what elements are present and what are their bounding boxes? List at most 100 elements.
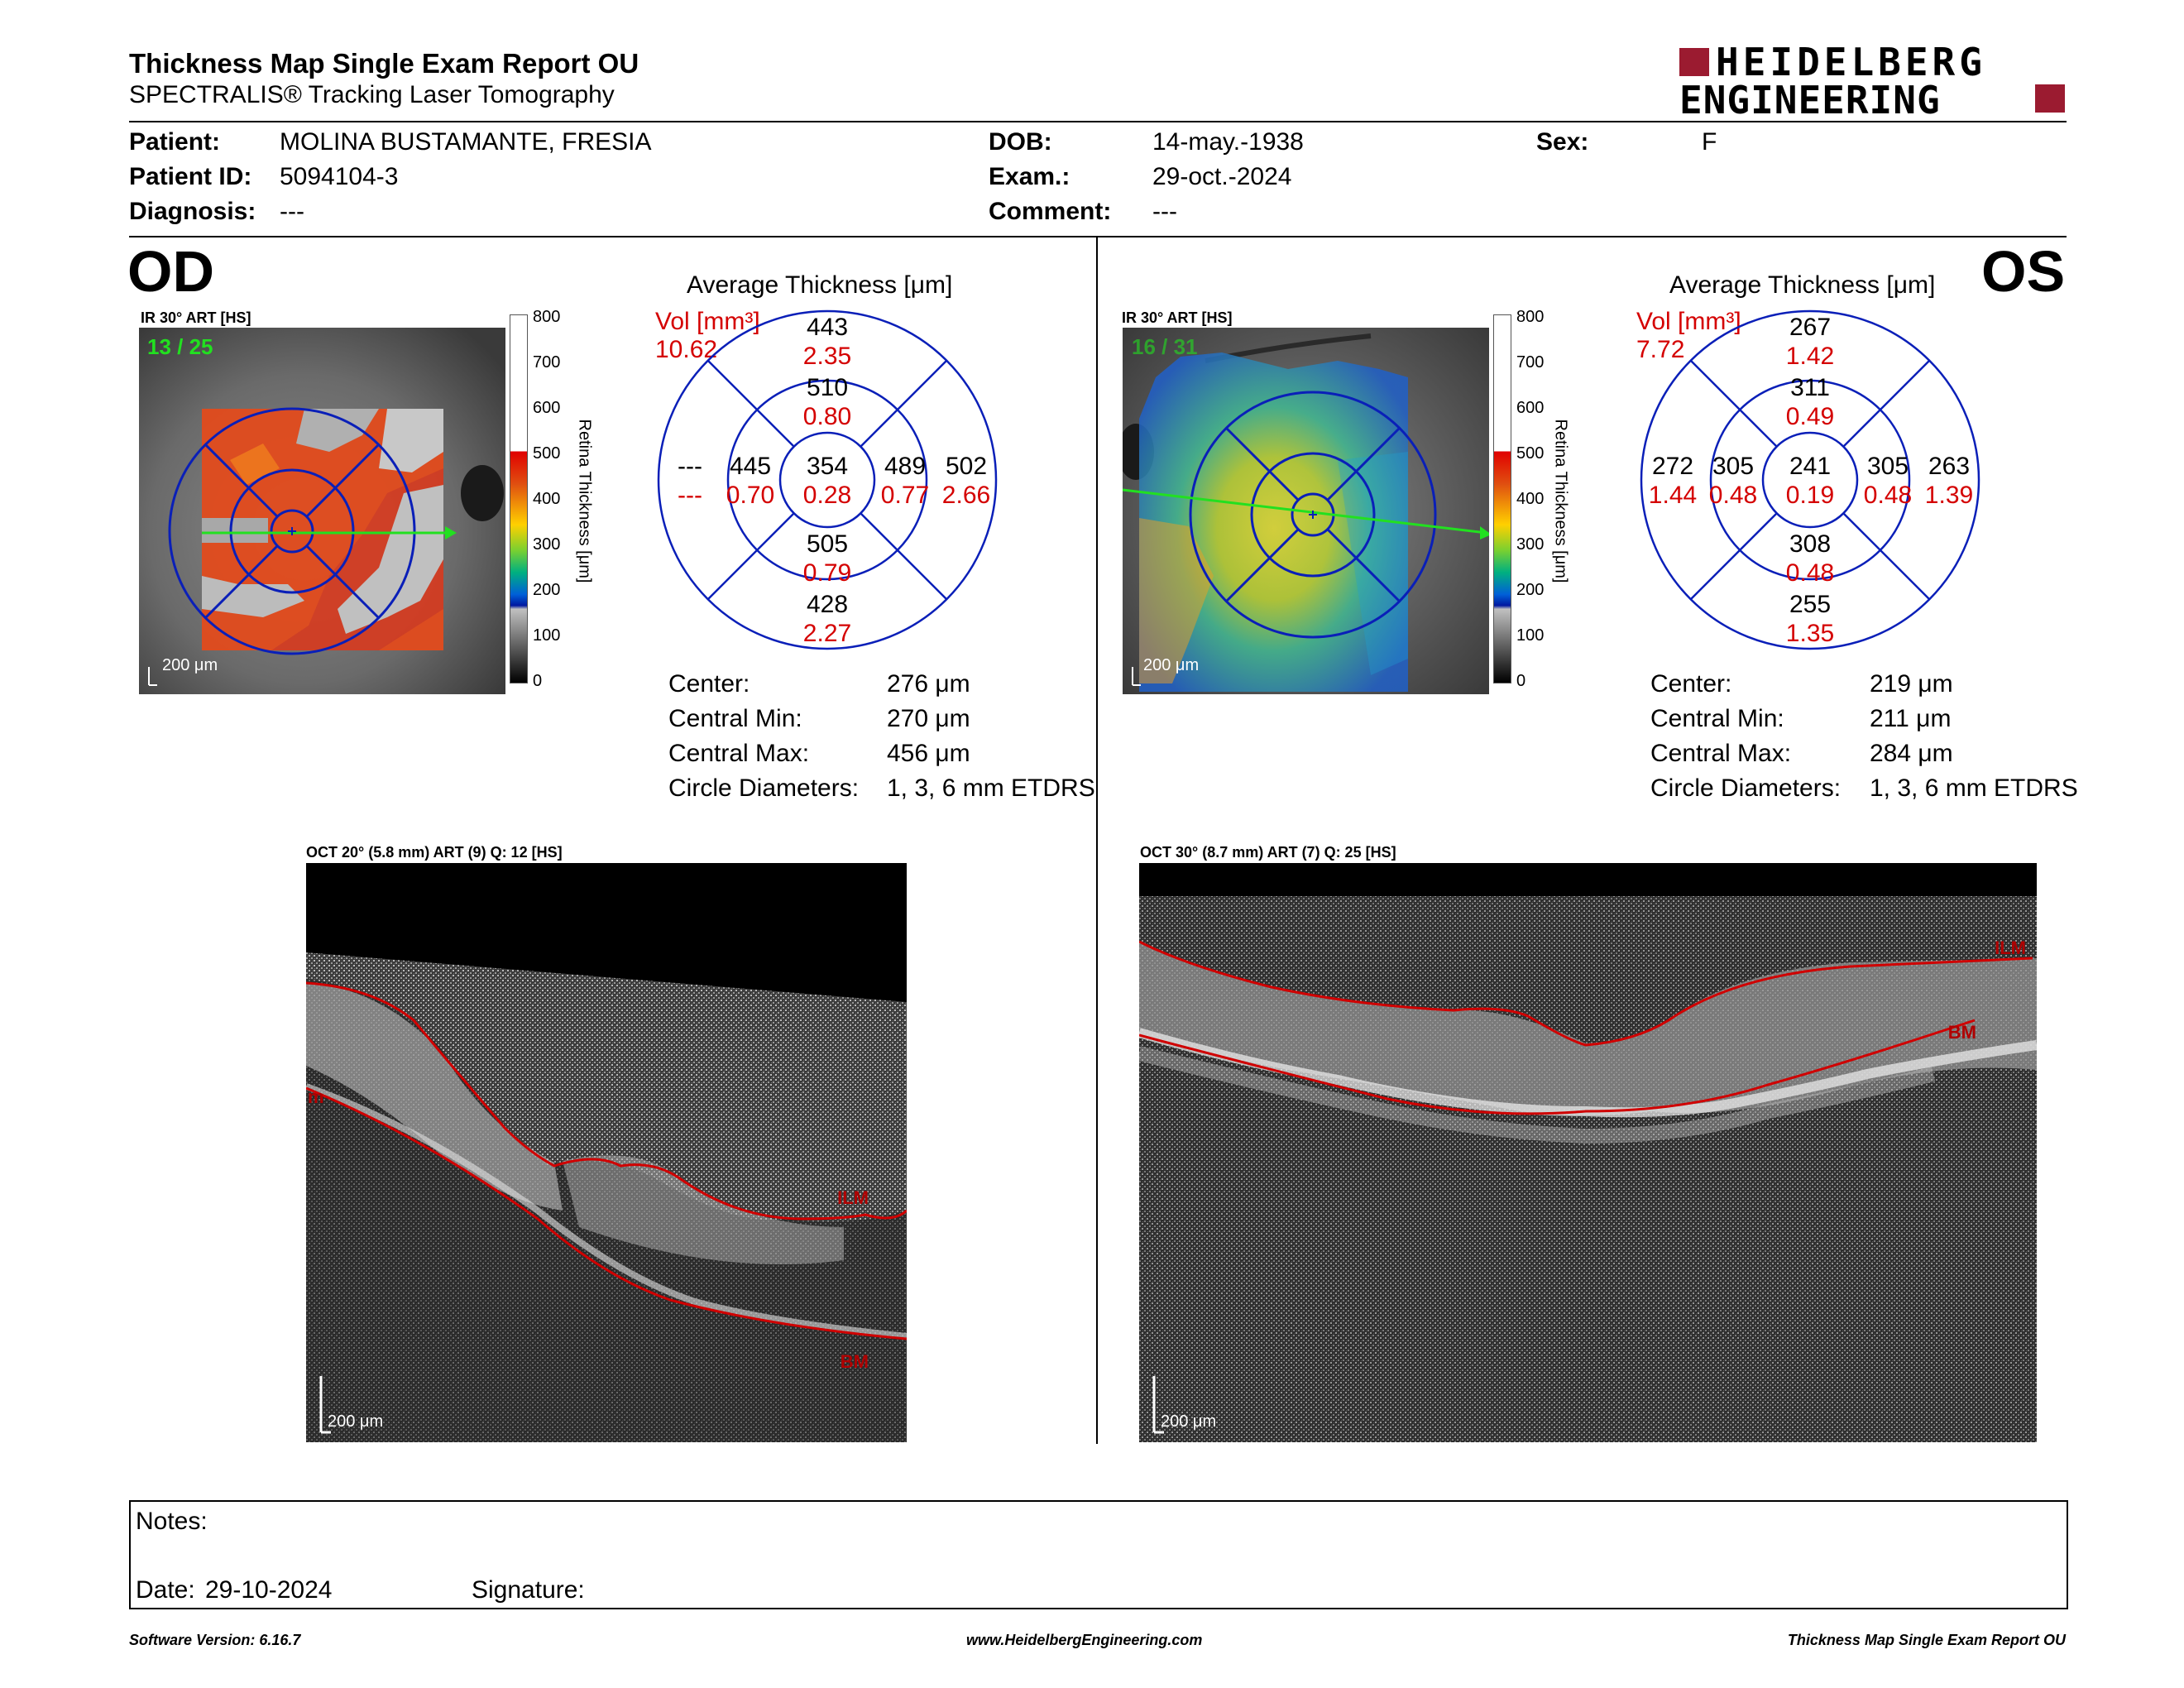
- od-outer-left-v: ---: [678, 482, 702, 509]
- notes-label: Notes:: [136, 1508, 208, 1535]
- os-central-max-value: 284 μm: [1870, 740, 1953, 767]
- sex-label: Sex:: [1536, 128, 1589, 156]
- os-thickness-map: [1123, 328, 1489, 694]
- dob-label: DOB:: [989, 128, 1052, 156]
- od-color-scale: [510, 314, 528, 683]
- os-outer-sup-v: 1.42: [1786, 343, 1834, 370]
- od-oct-bscan: ILM BM m 200 μm: [306, 863, 907, 1442]
- od-avg-title: Average Thickness [μm]: [687, 271, 953, 299]
- od-center-t: 354: [807, 453, 848, 480]
- os-frame-counter: 16 / 31: [1132, 334, 1198, 359]
- os-ir-label: IR 30° ART [HS]: [1122, 309, 1233, 326]
- od-oct-label: OCT 20° (5.8 mm) ART (9) Q: 12 [HS]: [306, 844, 563, 861]
- svg-text:ILM: ILM: [837, 1187, 869, 1208]
- od-outer-inf-v: 2.27: [803, 620, 851, 647]
- od-circle-label: Circle Diameters:: [668, 774, 860, 802]
- report-subtitle: SPECTRALIS® Tracking Laser Tomography: [129, 81, 615, 108]
- os-scale-title: Retina Thickness [μm]: [1551, 419, 1570, 583]
- od-inner-left-t: 445: [730, 453, 771, 480]
- od-center-value: 276 μm: [887, 670, 970, 698]
- od-center-label: Center:: [668, 670, 750, 698]
- os-circle-value: 1, 3, 6 mm ETDRS: [1870, 774, 2078, 802]
- od-inner-inf-v: 0.79: [803, 559, 851, 587]
- od-outer-right-v: 2.66: [942, 482, 990, 509]
- os-oct-label: OCT 30° (8.7 mm) ART (7) Q: 25 [HS]: [1140, 844, 1396, 861]
- patient-id-label: Patient ID:: [129, 163, 252, 190]
- od-central-max-label: Central Max:: [668, 740, 810, 767]
- od-inner-right-v: 0.77: [881, 482, 929, 509]
- od-thickness-map: [139, 328, 505, 694]
- od-circle-value: 1, 3, 6 mm ETDRS: [887, 774, 1095, 802]
- os-inner-sup-v: 0.49: [1786, 403, 1834, 430]
- od-outer-inf-t: 428: [807, 591, 848, 618]
- os-ir-scalebar: 200 μm: [1143, 656, 1200, 674]
- os-outer-right-t: 263: [1928, 453, 1970, 480]
- os-eye-label: OS: [1981, 239, 2066, 304]
- os-inner-left-t: 305: [1712, 453, 1754, 480]
- os-vol-label: Vol [mm³]: [1636, 308, 1741, 335]
- footer-report-name: Thickness Map Single Exam Report OU: [1787, 1632, 2066, 1648]
- od-outer-right-t: 502: [946, 453, 987, 480]
- os-central-min-label: Central Min:: [1650, 705, 1784, 732]
- od-central-min-value: 270 μm: [887, 705, 970, 732]
- exam-value: 29-oct.-2024: [1152, 163, 1292, 190]
- diagnosis-label: Diagnosis:: [129, 198, 256, 225]
- od-central-min-label: Central Min:: [668, 705, 802, 732]
- od-outer-sup-t: 443: [807, 314, 848, 341]
- os-central-min-value: 211 μm: [1870, 705, 1952, 732]
- os-outer-right-v: 1.39: [1925, 482, 1973, 509]
- od-frame-counter: 13 / 25: [147, 334, 213, 359]
- patient-id: 5094104-3: [280, 163, 399, 190]
- comment-value: ---: [1152, 198, 1177, 225]
- os-center-v: 0.19: [1786, 482, 1834, 509]
- os-central-max-label: Central Max:: [1650, 740, 1792, 767]
- exam-label: Exam.:: [989, 163, 1070, 190]
- os-center-t: 241: [1789, 453, 1831, 480]
- notes-box[interactable]: [129, 1500, 2068, 1609]
- patient-name: MOLINA BUSTAMANTE, FRESIA: [280, 128, 652, 156]
- date-label: Date:: [136, 1576, 195, 1604]
- os-inner-inf-v: 0.48: [1786, 559, 1834, 587]
- website-link[interactable]: www.HeidelbergEngineering.com: [966, 1632, 1203, 1648]
- os-inner-right-v: 0.48: [1864, 482, 1912, 509]
- os-outer-sup-t: 267: [1789, 314, 1831, 341]
- od-inner-sup-t: 510: [807, 374, 848, 401]
- os-outer-left-t: 272: [1652, 453, 1693, 480]
- svg-text:m: m: [308, 1086, 324, 1107]
- os-inner-right-t: 305: [1867, 453, 1909, 480]
- os-circle-label: Circle Diameters:: [1650, 774, 1842, 802]
- od-vol-label: Vol [mm³]: [655, 308, 760, 335]
- od-ir-label: IR 30° ART [HS]: [141, 309, 251, 326]
- os-vol-total: 7.72: [1636, 336, 1685, 363]
- os-center-label: Center:: [1650, 670, 1732, 698]
- date-value: 29-10-2024: [205, 1576, 333, 1604]
- od-ir-scalebar: 200 μm: [162, 656, 218, 674]
- svg-text:BM: BM: [841, 1351, 869, 1372]
- od-outer-left-t: ---: [678, 453, 702, 480]
- svg-text:ILM: ILM: [1995, 938, 2026, 958]
- svg-text:BM: BM: [1948, 1022, 1976, 1043]
- os-color-scale: [1493, 314, 1511, 683]
- od-inner-sup-v: 0.80: [803, 403, 851, 430]
- comment-label: Comment:: [989, 198, 1112, 225]
- os-inner-inf-t: 308: [1789, 530, 1831, 558]
- os-inner-sup-t: 311: [1790, 374, 1830, 401]
- software-version: Software Version: 6.16.7: [129, 1632, 301, 1648]
- diagnosis-value: ---: [280, 198, 304, 225]
- od-inner-inf-t: 505: [807, 530, 848, 558]
- od-inner-right-t: 489: [884, 453, 926, 480]
- svg-text:200 μm: 200 μm: [1161, 1412, 1216, 1431]
- signature-label: Signature:: [472, 1576, 585, 1604]
- od-inner-left-v: 0.70: [726, 482, 774, 509]
- od-scale-title: Retina Thickness [μm]: [575, 419, 594, 583]
- os-etdrs-grid: 267 1.42 311 0.49 241 0.19 305 0.48 305 …: [1640, 309, 1980, 650]
- patient-label: Patient:: [129, 128, 221, 156]
- center-divider: [1096, 237, 1098, 1444]
- od-center-v: 0.28: [803, 482, 851, 509]
- os-outer-inf-t: 255: [1789, 591, 1831, 618]
- od-etdrs-grid: 443 2.35 510 0.80 354 0.28 445 0.70 489 …: [657, 309, 998, 650]
- os-inner-left-v: 0.48: [1709, 482, 1757, 509]
- os-avg-title: Average Thickness [μm]: [1669, 271, 1936, 299]
- os-oct-bscan: ILM BM 200 μm: [1139, 863, 2037, 1442]
- os-center-value: 219 μm: [1870, 670, 1953, 698]
